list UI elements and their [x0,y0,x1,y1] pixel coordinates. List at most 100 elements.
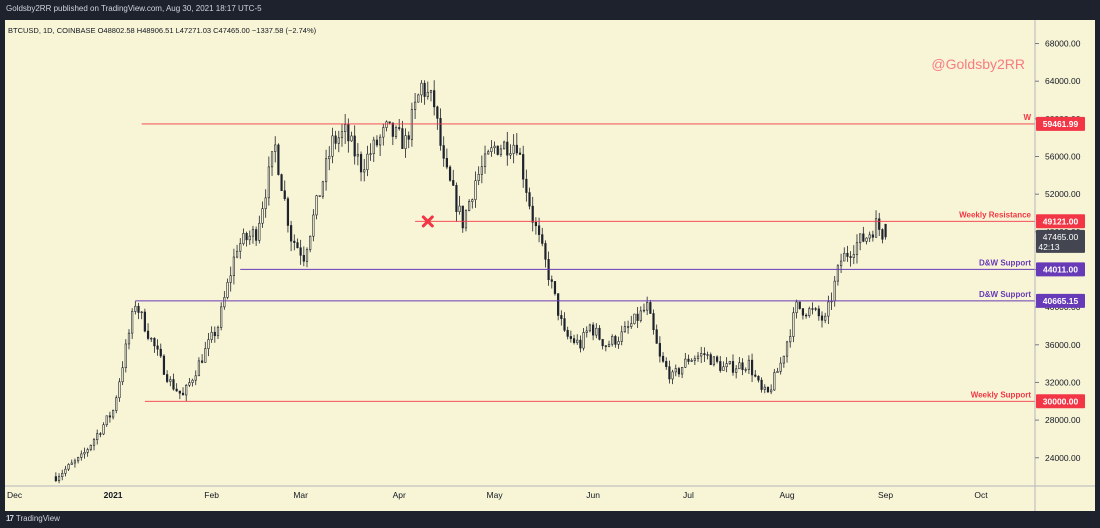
time-tick-label: Dec [7,490,23,500]
time-axis[interactable]: Dec 2021 Feb Mar Apr May Jun Jul Aug Sep Oct [7,490,988,500]
price-chart[interactable]: 24000.0028000.0032000.0036000.0040000.00… [5,20,1095,511]
publish-header: Goldsby2RR published on TradingView.com,… [0,0,1100,20]
candle-body [385,121,388,128]
level-name-label: D&W Support [979,290,1031,299]
candle-body [143,311,146,332]
candle-body [80,453,83,458]
chart-panel[interactable]: 24000.0028000.0032000.0036000.0040000.00… [5,20,1095,511]
candle-body [512,144,515,154]
candle-body [280,174,283,192]
candle-body [423,82,426,97]
candle-body [442,145,445,159]
overlay-group: W 59461.99 Weekly Resistance 49121.00 D&W Su… [421,113,1085,409]
candle-body [563,318,566,331]
candle-body [92,439,96,446]
candle-body [515,144,518,154]
last-price-badge [1036,229,1085,253]
candle-body [503,141,506,150]
candle-body [626,326,630,328]
time-tick-label: Aug [779,490,794,500]
candle-body [159,348,162,357]
candle-body [337,137,340,144]
candle-body [105,415,108,426]
time-tick-label: Feb [204,490,219,500]
candle-body [334,135,337,144]
candle-body [862,233,865,242]
time-tick-label: Oct [974,490,988,500]
candle-body [309,235,312,250]
candle-body [744,369,747,371]
candle-body [836,265,840,282]
candle-body [445,158,448,168]
candle-body [620,331,623,342]
candle-body [534,221,537,227]
candle-body [274,144,277,152]
last-price-label: 47465.00 [1043,232,1079,242]
candle-body [223,297,226,308]
candle-body [770,389,773,393]
publish-info-text: Goldsby2RR published on TradingView.com,… [6,4,262,13]
candle-body [773,372,776,391]
candle-body [210,331,213,340]
candle-body [353,135,356,157]
candle-body [102,424,105,435]
candle-body [852,254,855,258]
candle-body [340,131,344,139]
candle-body [70,462,73,465]
candle-body [67,464,70,470]
time-tick-label: Mar [293,490,308,500]
candle-body [878,218,881,230]
candle-body [318,195,321,197]
candle-body [391,122,394,137]
candle-body [528,192,531,207]
level-price-label: 49121.00 [1043,216,1079,226]
candle-body [760,379,763,390]
level-name-label: W [1023,113,1031,122]
candle-body [874,218,878,238]
candle-body [703,353,706,355]
candle-body [671,371,674,380]
bar-countdown-label: 42:13 [1038,242,1060,252]
candle-body [639,310,642,321]
candle-body [458,205,461,213]
candle-body [646,302,649,311]
candle-body [531,205,534,223]
candle-body [410,109,414,140]
candle-body [359,154,363,173]
candle-body [258,222,261,241]
candle-body [617,341,620,345]
candle-body [86,449,89,453]
candle-body [493,145,496,149]
candle-body [477,174,480,181]
candle-body [77,457,80,462]
candle-body [57,476,61,482]
candle-body [232,256,235,277]
level-price-badge [1036,293,1085,308]
candle-body [169,379,172,382]
level-name-label: Weekly Support [971,390,1032,399]
candle-body [865,237,868,242]
candle-body [146,330,150,339]
candle-body [709,354,712,366]
candle-body [172,379,175,390]
tradingview-logo[interactable]: 17 TradingView [6,514,60,523]
price-tick-label: 24000.00 [1045,453,1081,463]
candle-body [166,374,169,382]
candle-body [439,118,442,146]
candle-body [496,145,499,155]
candle-body [468,201,471,211]
candle-body [150,337,153,340]
candle-body [817,308,820,317]
candle-body [715,356,719,362]
candle-body [375,139,379,146]
candle-body [779,362,782,372]
symbol-info-line: BTCUSD, 1D, COINBASE O48802.58 H48906.51… [8,26,317,35]
candle-body [843,252,846,262]
candle-body [550,279,553,282]
candle-body [614,336,617,345]
candle-body [681,366,684,375]
candle-body [448,166,452,181]
candle-body [655,329,658,344]
candle-body [379,136,382,146]
candle-body [824,315,827,321]
